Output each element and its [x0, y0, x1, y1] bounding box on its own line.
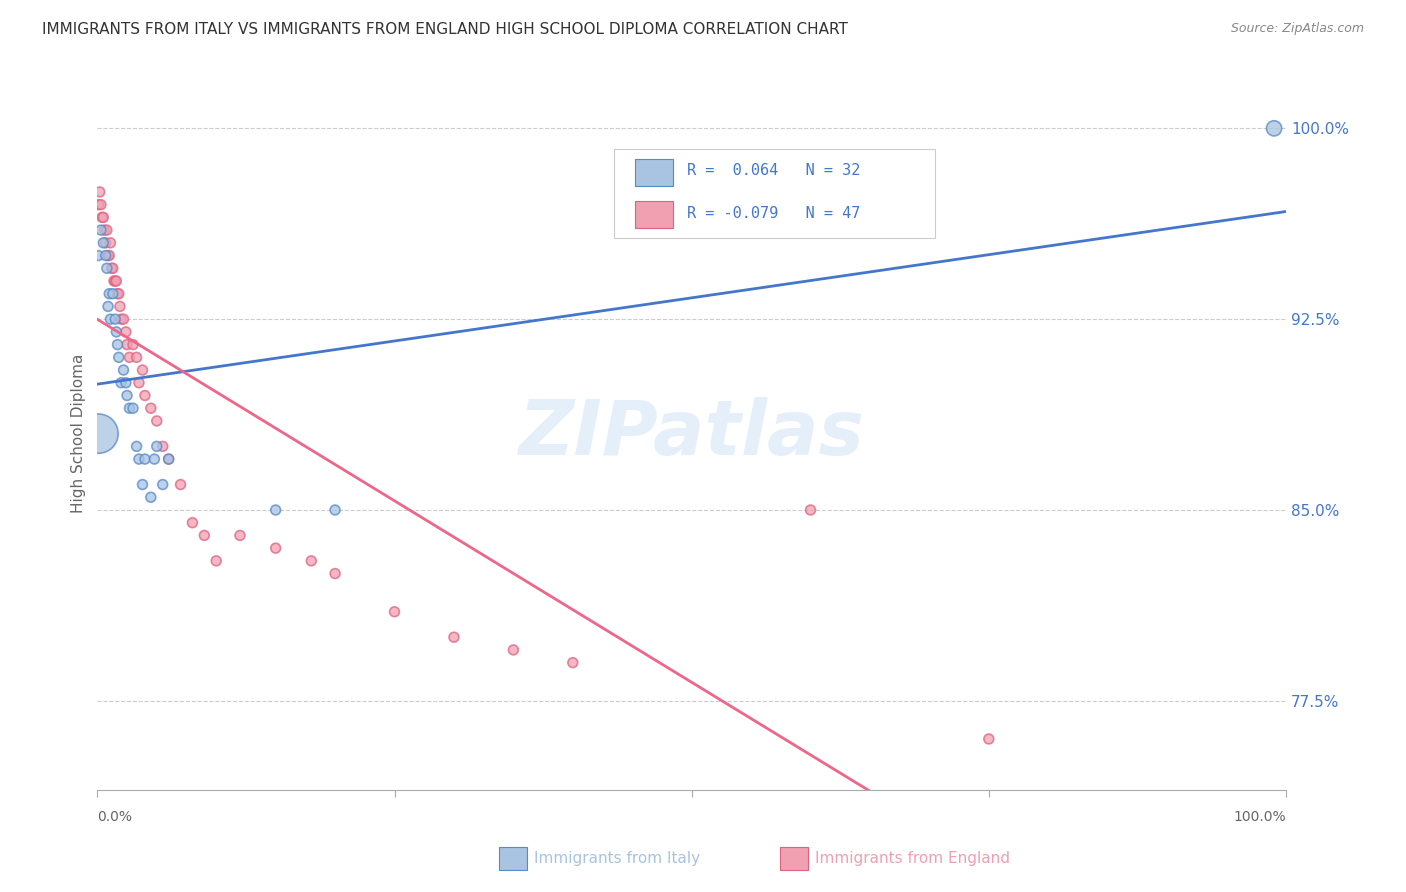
Point [90, 197, 112, 211]
Point [169, 477, 191, 491]
Text: 0.0%: 0.0% [97, 810, 132, 824]
Point [977, 731, 1000, 746]
Point [128, 376, 150, 390]
Point [105, 274, 128, 288]
Point [205, 554, 228, 568]
Point [103, 274, 125, 288]
Point [118, 351, 141, 365]
Text: R =  0.064   N = 32: R = 0.064 N = 32 [688, 163, 860, 178]
Point [93, 223, 115, 237]
Point [157, 452, 180, 467]
Point [101, 286, 124, 301]
Text: Immigrants from Italy: Immigrants from Italy [534, 851, 700, 865]
Text: IMMIGRANTS FROM ITALY VS IMMIGRANTS FROM ENGLAND HIGH SCHOOL DIPLOMA CORRELATION: IMMIGRANTS FROM ITALY VS IMMIGRANTS FROM… [42, 22, 848, 37]
Point [146, 414, 169, 428]
Point [96, 261, 118, 276]
Point [90, 223, 112, 237]
Point [115, 325, 138, 339]
Point [502, 643, 524, 657]
Point [108, 300, 131, 314]
Point [100, 235, 122, 250]
Point [181, 516, 204, 530]
Point [97, 248, 120, 262]
Point [799, 503, 821, 517]
Point [107, 337, 129, 351]
Point [122, 401, 145, 416]
Point [107, 286, 129, 301]
Point [146, 439, 169, 453]
Point [134, 452, 156, 467]
Point [152, 477, 174, 491]
Point [193, 528, 215, 542]
Point [105, 325, 128, 339]
Point [229, 528, 252, 542]
Point [125, 439, 148, 453]
Point [89, 185, 111, 199]
Point [91, 235, 114, 250]
Point [110, 376, 132, 390]
Point [94, 248, 117, 262]
Point [384, 605, 406, 619]
Point [97, 300, 120, 314]
Point [264, 541, 287, 556]
Text: R = -0.079   N = 47: R = -0.079 N = 47 [688, 206, 860, 221]
Text: Immigrants from England: Immigrants from England [815, 851, 1011, 865]
Point [115, 337, 138, 351]
Point [87, 197, 110, 211]
Point [98, 248, 121, 262]
Point [152, 439, 174, 453]
Point [96, 223, 118, 237]
Point [110, 312, 132, 326]
Text: Source: ZipAtlas.com: Source: ZipAtlas.com [1230, 22, 1364, 36]
Point [100, 312, 122, 326]
Point [112, 363, 135, 377]
Point [122, 337, 145, 351]
Text: 100.0%: 100.0% [1233, 810, 1286, 824]
Bar [634, 159, 672, 186]
Point [1263, 121, 1285, 136]
Point [131, 477, 153, 491]
Point [91, 211, 114, 225]
Point [101, 261, 124, 276]
Bar [634, 202, 672, 228]
Point [125, 351, 148, 365]
Point [323, 503, 346, 517]
Point [104, 312, 127, 326]
Point [157, 452, 180, 467]
Point [104, 274, 127, 288]
Y-axis label: High School Diploma: High School Diploma [72, 354, 86, 513]
Point [98, 286, 121, 301]
Point [107, 351, 129, 365]
Point [115, 376, 138, 390]
Point [87, 248, 110, 262]
Point [299, 554, 322, 568]
Point [134, 388, 156, 402]
Point [87, 426, 110, 441]
Point [112, 312, 135, 326]
Point [115, 388, 138, 402]
Point [143, 452, 166, 467]
Text: ZIPatlas: ZIPatlas [519, 397, 865, 471]
Point [131, 363, 153, 377]
Point [323, 566, 346, 581]
Point [264, 503, 287, 517]
Point [139, 490, 162, 504]
Point [100, 261, 122, 276]
Point [91, 211, 114, 225]
FancyBboxPatch shape [614, 149, 935, 238]
Point [561, 656, 583, 670]
Point [118, 401, 141, 416]
Point [139, 401, 162, 416]
Point [443, 630, 465, 644]
Point [94, 235, 117, 250]
Point [107, 286, 129, 301]
Point [128, 452, 150, 467]
